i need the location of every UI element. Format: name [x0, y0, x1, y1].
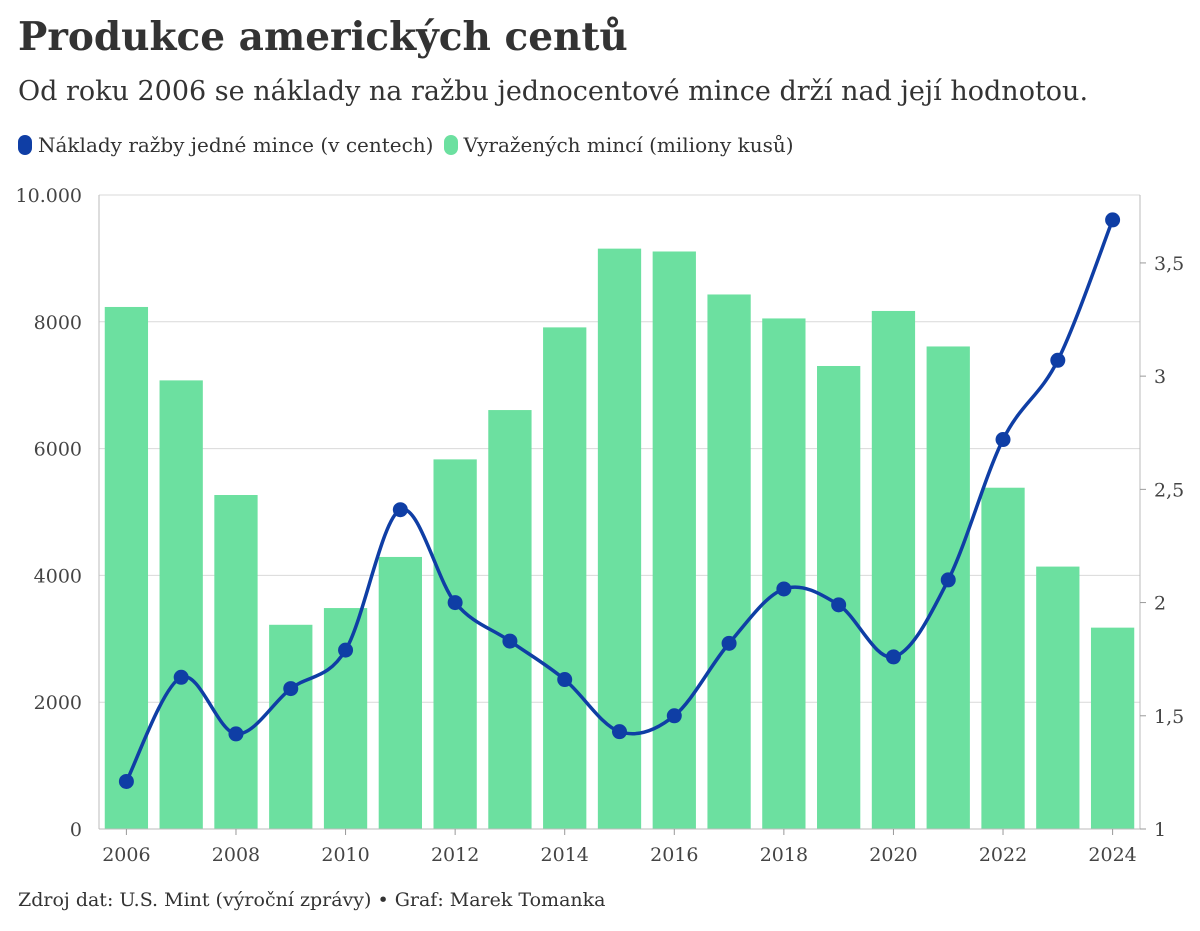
x-tick-label: 2018	[760, 844, 808, 866]
y-left-tick-label: 6000	[34, 439, 82, 461]
cost-point-2013[interactable]	[502, 633, 518, 649]
chart-title: Produkce amerických centů	[18, 14, 628, 60]
cost-point-2014[interactable]	[557, 672, 573, 688]
bar-2020[interactable]	[871, 310, 916, 829]
cost-point-2020[interactable]	[885, 649, 901, 665]
y-left-tick-label: 0	[70, 819, 82, 841]
cost-point-2010[interactable]	[338, 642, 354, 658]
cost-point-2021[interactable]	[940, 572, 956, 588]
x-tick-label: 2008	[212, 844, 260, 866]
legend: Náklady ražby jedné mince (v centech) Vy…	[18, 133, 804, 157]
cost-point-2015[interactable]	[612, 724, 627, 740]
legend-swatch-cost	[18, 135, 32, 155]
legend-item-minted[interactable]: Vyražených mincí (miliony kusů)	[443, 133, 794, 157]
legend-item-cost[interactable]: Náklady ražby jedné mince (v centech)	[18, 133, 434, 157]
x-tick-label: 2014	[541, 844, 589, 866]
y-right-tick-label: 1	[1154, 819, 1166, 841]
x-tick-label: 2012	[431, 844, 479, 866]
y-left-tick-label: 4000	[34, 565, 82, 587]
bar-2014[interactable]	[543, 327, 587, 829]
y-right-tick-label: 1,5	[1154, 706, 1184, 728]
x-tick-label: 2024	[1088, 844, 1136, 866]
x-tick-label: 2006	[102, 844, 150, 866]
y-left-tick-label: 8000	[34, 312, 82, 334]
cost-point-2016[interactable]	[666, 708, 682, 724]
cost-point-2009[interactable]	[283, 681, 299, 697]
y-left-tick-label: 2000	[34, 692, 82, 714]
bar-2009[interactable]	[269, 624, 313, 829]
source-note: Zdroj dat: U.S. Mint (výroční zprávy) • …	[18, 889, 606, 911]
cost-point-2011[interactable]	[392, 502, 408, 518]
bar-2010[interactable]	[323, 608, 368, 829]
bar-2016[interactable]	[652, 251, 696, 830]
cost-point-2007[interactable]	[173, 669, 189, 685]
cost-point-2018[interactable]	[776, 581, 792, 597]
cost-point-2019[interactable]	[831, 597, 847, 613]
y-right-tick-label: 3	[1154, 366, 1166, 388]
y-right-tick-label: 2,5	[1154, 479, 1184, 501]
cost-point-2012[interactable]	[447, 595, 463, 611]
bar-2008[interactable]	[214, 495, 258, 829]
cost-point-2023[interactable]	[1050, 352, 1066, 368]
bars	[104, 248, 1135, 830]
bar-2021[interactable]	[926, 346, 970, 829]
legend-label-minted: Vyražených mincí (miliony kusů)	[463, 133, 794, 157]
chart-subtitle: Od roku 2006 se náklady na ražbu jednoce…	[18, 76, 1089, 107]
legend-label-cost: Náklady ražby jedné mince (v centech)	[38, 133, 434, 157]
x-tick-label: 2016	[650, 844, 698, 866]
bar-2018[interactable]	[762, 318, 806, 829]
cost-point-2006[interactable]	[118, 773, 134, 789]
bar-2022[interactable]	[981, 487, 1025, 829]
bar-2006[interactable]	[104, 306, 149, 830]
cost-point-2022[interactable]	[995, 432, 1011, 448]
x-tick-label: 2010	[321, 844, 369, 866]
bar-2013[interactable]	[488, 410, 532, 829]
x-tick-label: 2022	[979, 844, 1027, 866]
cost-point-2008[interactable]	[228, 726, 244, 742]
cost-line-series	[118, 212, 1121, 789]
cost-point-2017[interactable]	[721, 635, 737, 651]
axes	[98, 195, 1146, 835]
tick-labels: 0 2000 4000 6000 8000 10.000 1 1,5 2 2,5 3 3,5 2006 2…	[16, 185, 1185, 866]
bar-2011[interactable]	[378, 556, 422, 829]
y-left-tick-label: 10.000	[16, 185, 82, 207]
bar-2015[interactable]	[597, 248, 642, 829]
bar-2017[interactable]	[707, 294, 751, 829]
y-right-tick-label: 3,5	[1154, 253, 1184, 275]
legend-swatch-minted	[443, 135, 458, 155]
x-tick-label: 2020	[869, 844, 917, 866]
bar-2024[interactable]	[1090, 627, 1135, 829]
bar-2007[interactable]	[159, 380, 203, 829]
bar-2012[interactable]	[433, 459, 477, 829]
cost-point-2024[interactable]	[1105, 212, 1121, 228]
bar-2023[interactable]	[1036, 566, 1080, 829]
y-right-tick-label: 2	[1154, 593, 1166, 615]
